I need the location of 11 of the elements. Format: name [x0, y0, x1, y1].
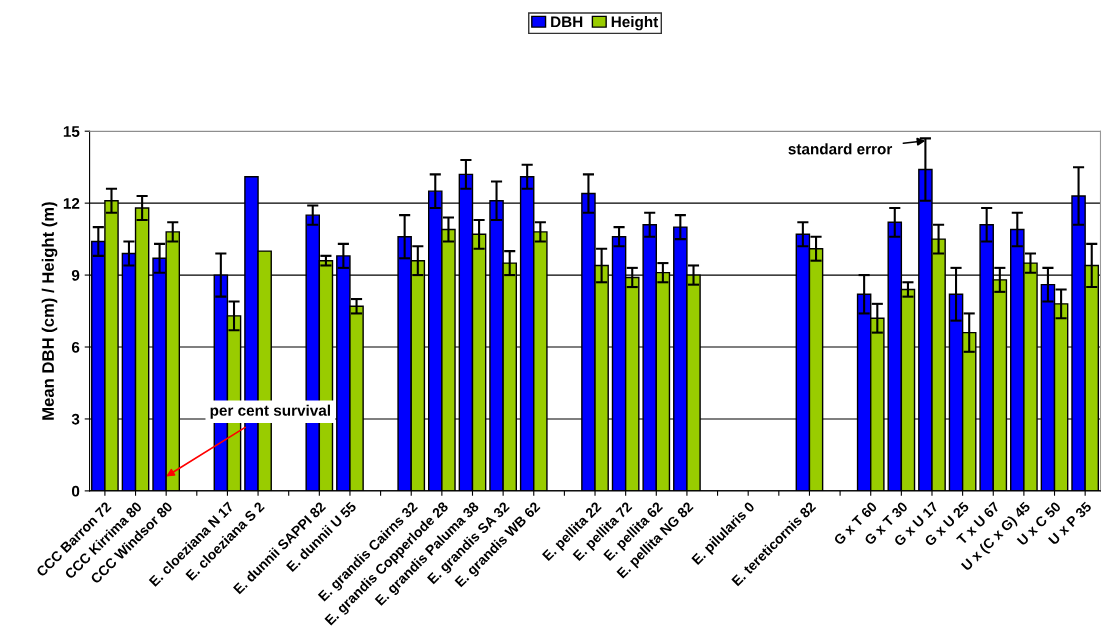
legend-label: Height: [611, 16, 659, 31]
y-tick-label: 9: [71, 269, 80, 281]
y-tick-label: 0: [71, 485, 80, 497]
legend-label: DBH: [551, 16, 583, 28]
annotation: standard error: [788, 143, 893, 155]
y-tick-label: 3: [71, 413, 80, 425]
y-tick-label: 15: [63, 126, 80, 137]
y-axis-title: Mean DBH (cm) / Height (m): [41, 202, 58, 420]
annotation: per cent survival: [210, 404, 330, 419]
y-tick-label: 6: [71, 341, 80, 353]
y-tick-label: 12: [63, 198, 80, 209]
